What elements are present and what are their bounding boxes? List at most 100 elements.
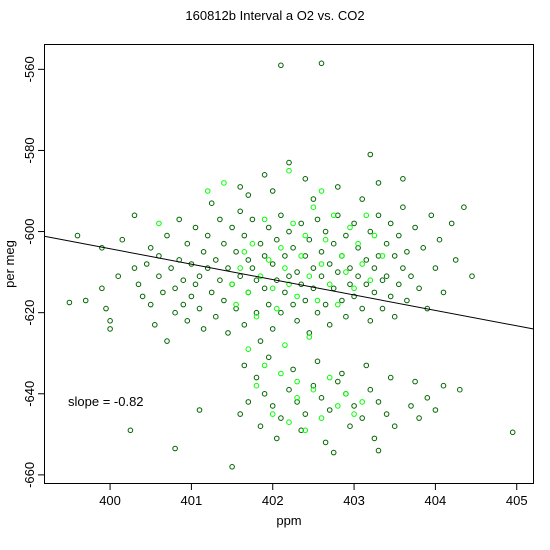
data-point: [318, 60, 325, 67]
data-point: [286, 273, 292, 280]
data-point: [318, 249, 325, 255]
data-point: [290, 245, 296, 251]
regression-line: [44, 235, 534, 330]
data-point: [339, 297, 345, 304]
data-point: [213, 313, 219, 320]
data-point: [139, 293, 146, 300]
y-axis: -560 -580 -600 -620 -640 -660: [22, 56, 45, 488]
data-point: [168, 265, 174, 271]
data-point: [208, 200, 215, 206]
data-point: [335, 212, 341, 219]
data-point: [314, 297, 321, 304]
data-point: [428, 212, 435, 219]
data-point: [196, 305, 203, 312]
data-point: [286, 419, 292, 426]
x-tick-label: 404: [425, 493, 447, 508]
data-point: [355, 273, 361, 280]
data-point: [269, 326, 276, 332]
data-point: [278, 62, 284, 69]
data-point: [172, 285, 178, 292]
data-point: [424, 395, 431, 401]
data-point: [286, 228, 292, 235]
data-point: [371, 289, 378, 296]
data-point: [131, 265, 138, 271]
data-point: [363, 257, 370, 263]
data-point: [66, 299, 73, 306]
data-point: [282, 253, 288, 259]
data-point: [225, 265, 231, 271]
data-point: [416, 285, 422, 292]
data-point: [152, 322, 158, 328]
data-point: [147, 245, 154, 251]
data-point: [302, 176, 309, 182]
data-point: [367, 277, 374, 284]
y-axis-label: per meg: [2, 240, 17, 288]
data-point: [274, 435, 280, 442]
data-point: [249, 216, 256, 223]
data-point: [322, 228, 329, 235]
data-point: [237, 184, 243, 190]
data-point: [452, 257, 459, 263]
data-point: [278, 309, 284, 316]
data-point: [326, 407, 333, 413]
data-point: [269, 403, 276, 409]
x-tick-label: 403: [343, 493, 365, 508]
data-point: [335, 269, 341, 275]
data-point: [221, 297, 227, 304]
data-point: [221, 180, 227, 186]
data-point: [322, 439, 329, 446]
data-point: [278, 415, 284, 421]
data-point: [237, 265, 243, 271]
data-point: [261, 391, 268, 397]
data-point: [359, 261, 366, 267]
x-axis: 400 401 402 403 404 405: [99, 483, 528, 508]
data-point: [176, 216, 182, 223]
data-point: [371, 232, 378, 239]
data-point: [318, 415, 325, 421]
data-point: [290, 301, 296, 308]
data-point: [265, 354, 272, 361]
data-point: [294, 395, 300, 401]
data-point: [127, 427, 134, 434]
data-point: [282, 289, 288, 296]
data-point: [383, 273, 390, 280]
data-point: [261, 253, 268, 259]
data-point: [383, 411, 390, 417]
data-point: [314, 309, 321, 316]
data-point: [351, 220, 357, 227]
data-point: [412, 224, 418, 231]
data-point: [396, 232, 402, 239]
data-point: [318, 395, 325, 401]
data-point: [343, 313, 349, 320]
data-point: [208, 289, 215, 296]
data-point: [294, 293, 300, 300]
data-point: [229, 224, 235, 231]
data-point: [131, 212, 138, 219]
data-point: [143, 261, 150, 267]
data-point: [391, 423, 398, 430]
data-point: [432, 265, 439, 271]
data-point: [290, 366, 296, 373]
data-point: [306, 273, 313, 280]
data-point: [310, 265, 317, 271]
data-point: [237, 411, 243, 417]
data-point: [282, 342, 288, 348]
data-point: [318, 261, 325, 267]
data-point: [233, 301, 239, 308]
data-point: [204, 188, 211, 194]
data-point: [294, 378, 300, 385]
data-point: [509, 429, 516, 436]
x-tick-label: 405: [506, 493, 528, 508]
data-point: [164, 338, 170, 344]
data-point: [420, 245, 427, 251]
data-point: [326, 281, 333, 288]
data-point: [196, 407, 203, 413]
data-point: [160, 289, 166, 296]
data-point: [269, 188, 276, 194]
data-point: [339, 253, 345, 259]
data-point: [265, 224, 272, 231]
data-point: [318, 273, 325, 280]
y-tick-label: -660: [22, 462, 37, 488]
data-point: [448, 220, 455, 227]
